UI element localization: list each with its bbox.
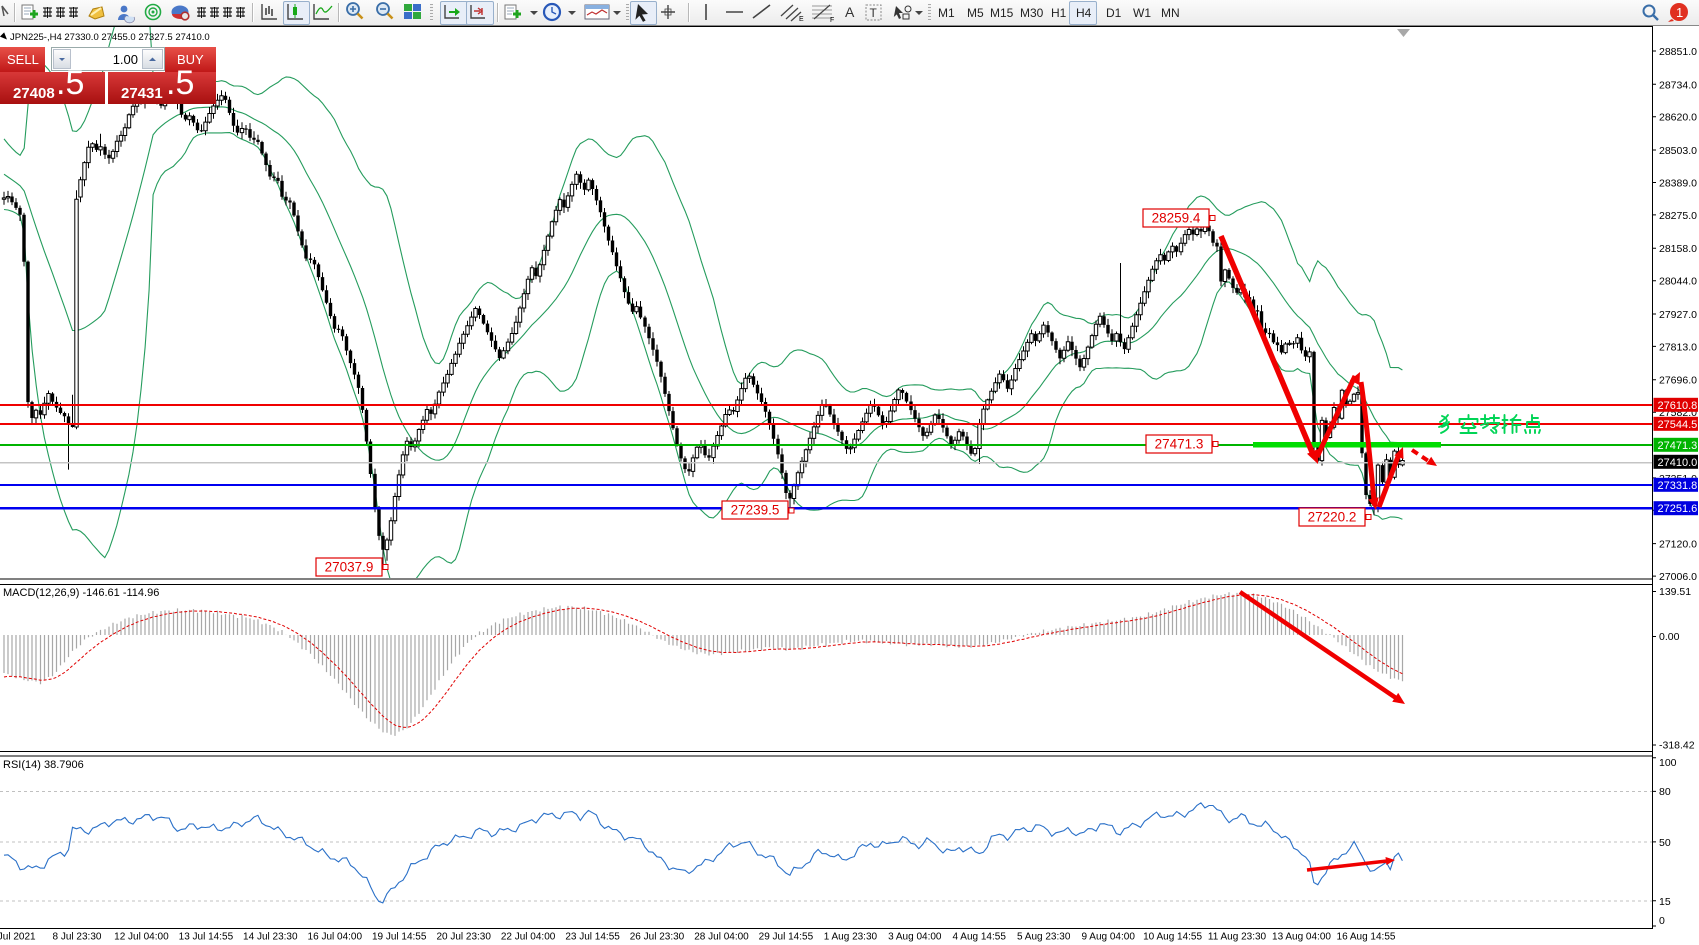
svg-text:0.00: 0.00: [1659, 631, 1680, 643]
svg-text:28275.0: 28275.0: [1659, 210, 1697, 222]
svg-text:27813.0: 27813.0: [1659, 341, 1697, 353]
svg-text:8 Jul 23:30: 8 Jul 23:30: [53, 932, 102, 943]
svg-text:27927.0: 27927.0: [1659, 309, 1697, 321]
svg-text:27120.0: 27120.0: [1659, 539, 1697, 551]
svg-text:27471.3: 27471.3: [1155, 437, 1204, 452]
svg-text:27331.8: 27331.8: [1658, 480, 1698, 492]
svg-text:13 Jul 14:55: 13 Jul 14:55: [179, 932, 234, 943]
svg-text:27471.3: 27471.3: [1658, 440, 1698, 452]
svg-text:16 Jul 04:00: 16 Jul 04:00: [308, 932, 363, 943]
svg-text:11 Aug 23:30: 11 Aug 23:30: [1208, 932, 1267, 943]
svg-text:28620.0: 28620.0: [1659, 112, 1697, 124]
svg-text:28 Jul 04:00: 28 Jul 04:00: [694, 932, 749, 943]
svg-text:28389.0: 28389.0: [1659, 178, 1697, 190]
svg-text:22 Jul 04:00: 22 Jul 04:00: [501, 932, 556, 943]
svg-text:12 Jul 04:00: 12 Jul 04:00: [114, 932, 169, 943]
svg-text:19 Jul 14:55: 19 Jul 14:55: [372, 932, 427, 943]
svg-text:27037.9: 27037.9: [325, 560, 374, 575]
svg-text:50: 50: [1659, 837, 1671, 849]
svg-text:14 Jul 23:30: 14 Jul 23:30: [243, 932, 298, 943]
svg-text:5 Jul 2021: 5 Jul 2021: [0, 932, 36, 943]
svg-text:27006.0: 27006.0: [1659, 571, 1697, 583]
svg-text:E: E: [799, 16, 804, 23]
svg-text:27610.8: 27610.8: [1658, 400, 1698, 412]
svg-text:-318.42: -318.42: [1659, 740, 1695, 752]
svg-text:4 Aug 14:55: 4 Aug 14:55: [953, 932, 1007, 943]
svg-text:20 Jul 23:30: 20 Jul 23:30: [436, 932, 491, 943]
svg-text:28158.0: 28158.0: [1659, 243, 1697, 255]
svg-text:10 Aug 14:55: 10 Aug 14:55: [1143, 932, 1202, 943]
svg-text:1 Aug 23:30: 1 Aug 23:30: [824, 932, 878, 943]
svg-text:3 Aug 04:00: 3 Aug 04:00: [888, 932, 942, 943]
svg-text:28259.4: 28259.4: [1152, 211, 1201, 226]
svg-text:F: F: [830, 17, 834, 24]
svg-text:T: T: [870, 6, 878, 20]
svg-text:27544.5: 27544.5: [1658, 419, 1698, 431]
svg-text:23 Jul 14:55: 23 Jul 14:55: [565, 932, 620, 943]
svg-text:139.51: 139.51: [1659, 586, 1691, 598]
svg-text:27220.2: 27220.2: [1308, 510, 1357, 525]
svg-text:28044.0: 28044.0: [1659, 276, 1697, 288]
svg-text:27410.0: 27410.0: [1658, 457, 1698, 469]
svg-text:28734.0: 28734.0: [1659, 79, 1697, 91]
svg-text:26 Jul 23:30: 26 Jul 23:30: [630, 932, 685, 943]
svg-text:100: 100: [1659, 757, 1677, 769]
svg-text:27239.5: 27239.5: [731, 503, 780, 518]
svg-text:15: 15: [1659, 896, 1671, 908]
svg-text:1: 1: [1676, 5, 1683, 20]
svg-text:0: 0: [1659, 915, 1665, 927]
svg-text:13 Aug 04:00: 13 Aug 04:00: [1272, 932, 1331, 943]
svg-text:27696.0: 27696.0: [1659, 375, 1697, 387]
svg-text:28503.0: 28503.0: [1659, 145, 1697, 157]
svg-text:5 Aug 23:30: 5 Aug 23:30: [1017, 932, 1071, 943]
svg-text:27251.6: 27251.6: [1658, 503, 1698, 515]
svg-text:29 Jul 14:55: 29 Jul 14:55: [759, 932, 814, 943]
svg-text:9 Aug 04:00: 9 Aug 04:00: [1082, 932, 1136, 943]
svg-text:16 Aug 14:55: 16 Aug 14:55: [1337, 932, 1396, 943]
svg-text:A: A: [845, 4, 855, 20]
svg-text:28851.0: 28851.0: [1659, 46, 1697, 58]
svg-text:80: 80: [1659, 786, 1671, 798]
